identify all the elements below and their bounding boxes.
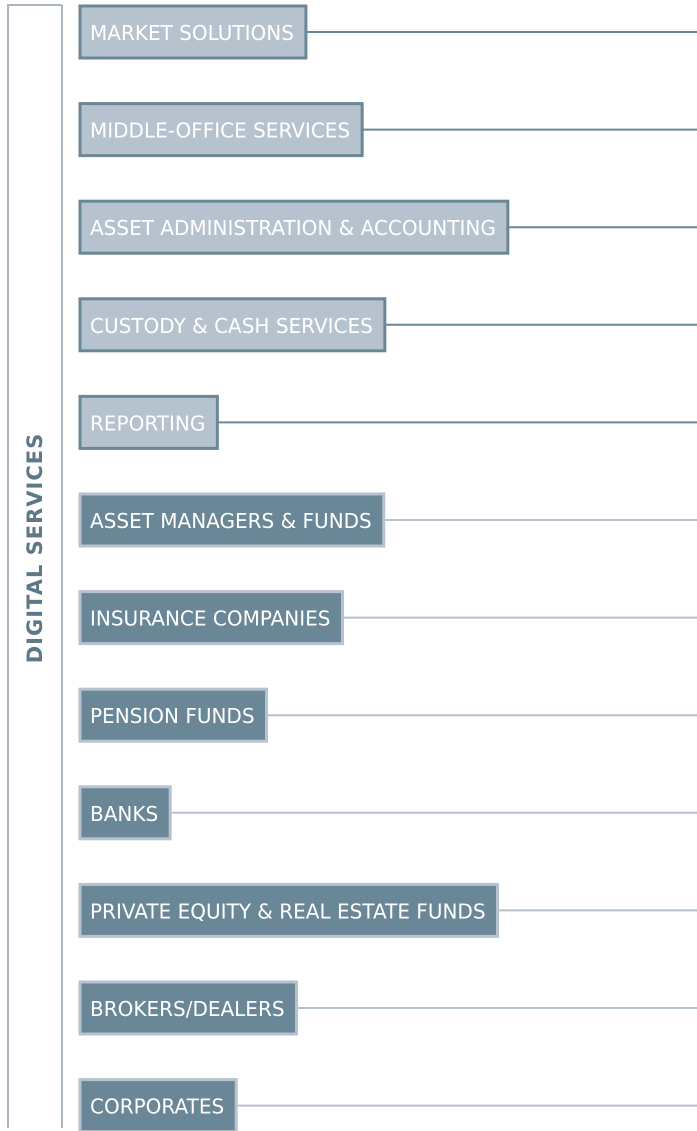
item-label: PRIVATE EQUITY & REAL ESTATE FUNDS: [90, 899, 486, 923]
item-box: [78, 785, 172, 841]
item-label: BROKERS/DEALERS: [90, 997, 285, 1021]
item-box: [78, 492, 386, 548]
item-label: PENSION FUNDS: [90, 704, 255, 728]
side-label: DIGITAL SERVICES: [23, 433, 47, 664]
item-box: [78, 297, 387, 353]
item-label: CUSTODY & CASH SERVICES: [90, 314, 373, 338]
item-label: MIDDLE-OFFICE SERVICES: [90, 119, 350, 143]
item-box: [78, 980, 299, 1036]
item-box: [78, 687, 269, 743]
item-label: ASSET MANAGERS & FUNDS: [90, 509, 372, 533]
item-label: INSURANCE COMPANIES: [90, 607, 331, 631]
item-label: MARKET SOLUTIONS: [90, 21, 294, 45]
item-box: [78, 4, 308, 60]
item-box: [78, 102, 364, 158]
item-box: [78, 394, 219, 450]
item-label: CORPORATES: [90, 1095, 224, 1119]
item-box: [78, 882, 500, 938]
item-label: REPORTING: [90, 411, 205, 435]
item-box: [78, 1078, 238, 1131]
item-label: BANKS: [90, 802, 158, 826]
item-box: [78, 590, 344, 646]
item-label: ASSET ADMINISTRATION & ACCOUNTING: [90, 216, 496, 240]
item-box: [78, 199, 510, 255]
bracket: [7, 4, 62, 1128]
